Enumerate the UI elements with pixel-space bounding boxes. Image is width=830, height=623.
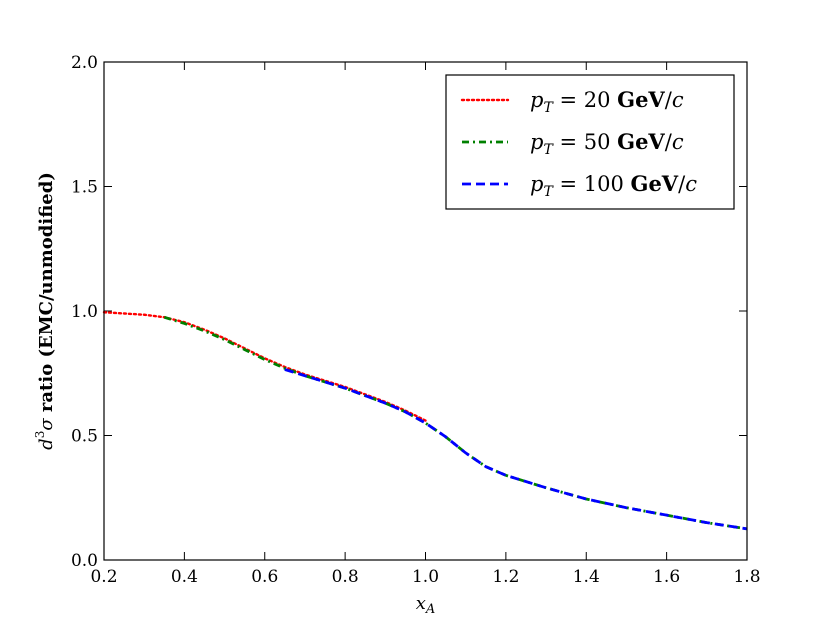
y-tick-label: 1.0 — [71, 302, 98, 322]
x-tick-label: 0.2 — [90, 567, 117, 587]
legend-label-1: pT = 50 GeV/c — [530, 129, 684, 158]
x-tick-label: 1.0 — [412, 567, 439, 587]
y-tick-label: 1.5 — [71, 178, 98, 198]
x-tick-label: 1.8 — [733, 567, 760, 587]
x-tick-label: 1.2 — [492, 567, 519, 587]
series-layer — [102, 311, 748, 531]
x-tick-label: 0.6 — [251, 567, 278, 587]
legend: pT = 20 GeV/c pT = 50 GeV/c pT = 100 GeV/c — [445, 74, 735, 210]
y-axis-label: d3σ ratio (EMC/unmodified) — [33, 172, 57, 450]
y-tick-label: 0.5 — [71, 427, 98, 447]
y-tick-label: 2.0 — [71, 53, 98, 73]
plot-frame — [103, 61, 748, 561]
legend-box — [445, 74, 735, 210]
x-tick-label: 1.4 — [573, 567, 600, 587]
series-line-2 — [284, 368, 748, 531]
x-axis-label: xA — [416, 593, 436, 617]
legend-label-2: pT = 100 GeV/c — [530, 171, 697, 200]
x-tick-label: 0.8 — [332, 567, 359, 587]
x-tick-label: 0.4 — [171, 567, 198, 587]
y-tick-label: 0.0 — [71, 551, 98, 571]
legend-label-0: pT = 20 GeV/c — [530, 87, 684, 116]
x-tick-label: 1.6 — [653, 567, 680, 587]
ticks-layer: 0.2 0.4 0.6 0.8 1.0 1.2 1.4 1.6 1.8 0.0 0.5 1.0 1.5 2… — [71, 53, 761, 587]
legend-items: pT = 20 GeV/c pT = 50 GeV/c pT = 100 GeV/c — [460, 87, 697, 200]
